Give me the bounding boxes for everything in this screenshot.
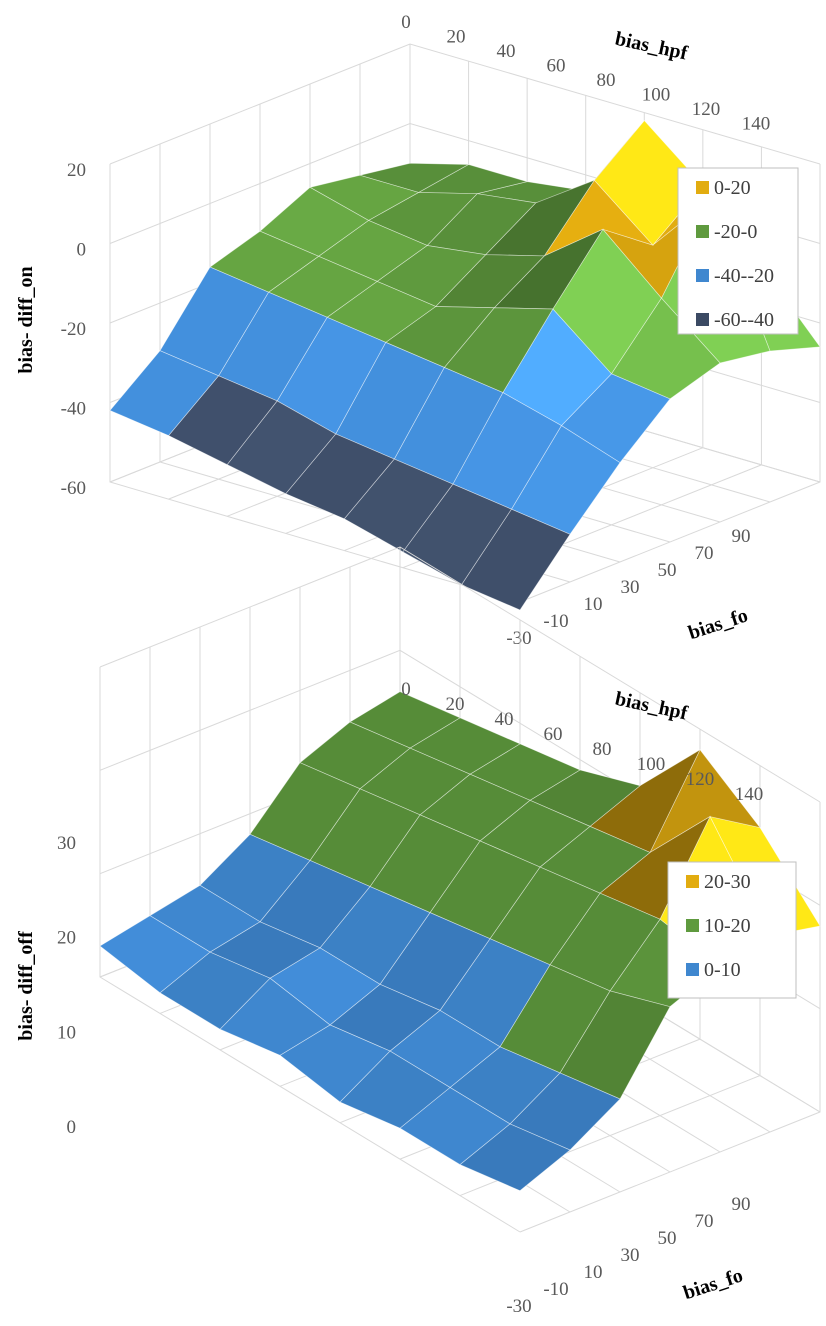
legend-swatch (686, 963, 699, 976)
y-tick-label: -30 (506, 628, 531, 649)
y-tick-label: -30 (506, 1296, 531, 1317)
y-tick-label: 70 (695, 543, 714, 564)
legend-swatch (696, 181, 709, 194)
surface (109, 119, 821, 611)
y-tick-label: 10 (584, 594, 603, 615)
legend-swatch (696, 269, 709, 282)
y-tick-label: 90 (732, 526, 751, 547)
x-tick-label: 100 (642, 85, 671, 106)
y-axis-title: bias_fo (686, 604, 751, 644)
z-tick-label: 0 (67, 1117, 77, 1138)
chart-bias-diff-on: 200-20-40-60020406080100120140-30-101030… (15, 12, 821, 649)
x-tick-label: 120 (686, 769, 715, 790)
z-tick-label: -20 (61, 319, 86, 340)
x-tick-label: 100 (637, 754, 666, 775)
z-tick-labels: 20 0 -20 -40 -60 (61, 160, 86, 499)
x-tick-label: 60 (544, 724, 563, 745)
x-tick-label: 20 (447, 27, 466, 48)
legend-swatch (686, 919, 699, 932)
x-tick-label: 20 (446, 694, 465, 715)
y-tick-label: 70 (695, 1211, 714, 1232)
x-tick-label: 40 (497, 41, 516, 62)
x-tick-label: 140 (735, 784, 764, 805)
legend-swatch (686, 875, 699, 888)
surface-facet (99, 915, 211, 994)
x-tick-label: 0 (401, 12, 411, 33)
x-tick-label: 40 (495, 709, 514, 730)
y-tick-label: 30 (621, 577, 640, 598)
legend-label: -40--20 (714, 265, 774, 287)
z-tick-label: 30 (57, 833, 76, 854)
legend-label: 10-20 (704, 915, 751, 937)
z-axis-title: bias- diff_on (15, 266, 37, 373)
x-tick-label: 80 (593, 739, 612, 760)
legend-box (677, 167, 799, 335)
x-tick-label: 140 (742, 114, 771, 135)
x-tick-label: 120 (692, 99, 721, 120)
legend-swatch (696, 225, 709, 238)
y-tick-labels: -30 -10 10 30 50 70 90 (506, 526, 750, 649)
x-tick-labels: 0 20 40 60 80 100 120 140 (401, 12, 770, 135)
surface-facet (109, 350, 220, 436)
z-tick-label: 20 (57, 928, 76, 949)
y-tick-label: -10 (543, 611, 568, 632)
legend-label: -20-0 (714, 221, 757, 243)
z-tick-label: -60 (61, 478, 86, 499)
legend-label: 0-20 (714, 177, 751, 199)
z-tick-label: -40 (61, 399, 86, 420)
z-tick-label: 10 (57, 1022, 76, 1043)
x-tick-labels: 0 20 40 60 80 100 120 140 (401, 679, 763, 805)
y-tick-label: 10 (584, 1262, 603, 1283)
legend-label: -60--40 (714, 309, 774, 331)
legend-label: 20-30 (704, 871, 751, 893)
y-tick-label: 50 (658, 1228, 677, 1249)
z-tick-label: 0 (77, 240, 87, 261)
y-tick-label: 30 (621, 1245, 640, 1266)
y-tick-label: 90 (732, 1194, 751, 1215)
legend: 20-30 10-20 0-10 (667, 861, 797, 999)
x-tick-label: 0 (401, 679, 411, 700)
z-axis-title: bias- diff_off (15, 931, 37, 1041)
chart-bias-diff-off: 3020100020406080100120140-30-10103050709… (15, 546, 821, 1317)
x-axis-title: bias_hpf (613, 688, 690, 725)
legend-label: 0-10 (704, 959, 741, 981)
legend: 0-20 -20-0 -40--20 -60--40 (677, 167, 799, 335)
x-tick-label: 60 (547, 56, 566, 77)
x-axis-title: bias_hpf (613, 28, 690, 65)
x-tick-label: 80 (597, 70, 616, 91)
y-axis-title: bias_fo (681, 1264, 746, 1304)
y-tick-label: -10 (543, 1279, 568, 1300)
y-tick-labels: -30 -10 10 30 50 70 90 (506, 1194, 750, 1317)
z-tick-labels: 30 20 10 0 (57, 833, 76, 1138)
legend-swatch (696, 313, 709, 326)
z-tick-label: 20 (67, 160, 86, 181)
y-tick-label: 50 (658, 560, 677, 581)
